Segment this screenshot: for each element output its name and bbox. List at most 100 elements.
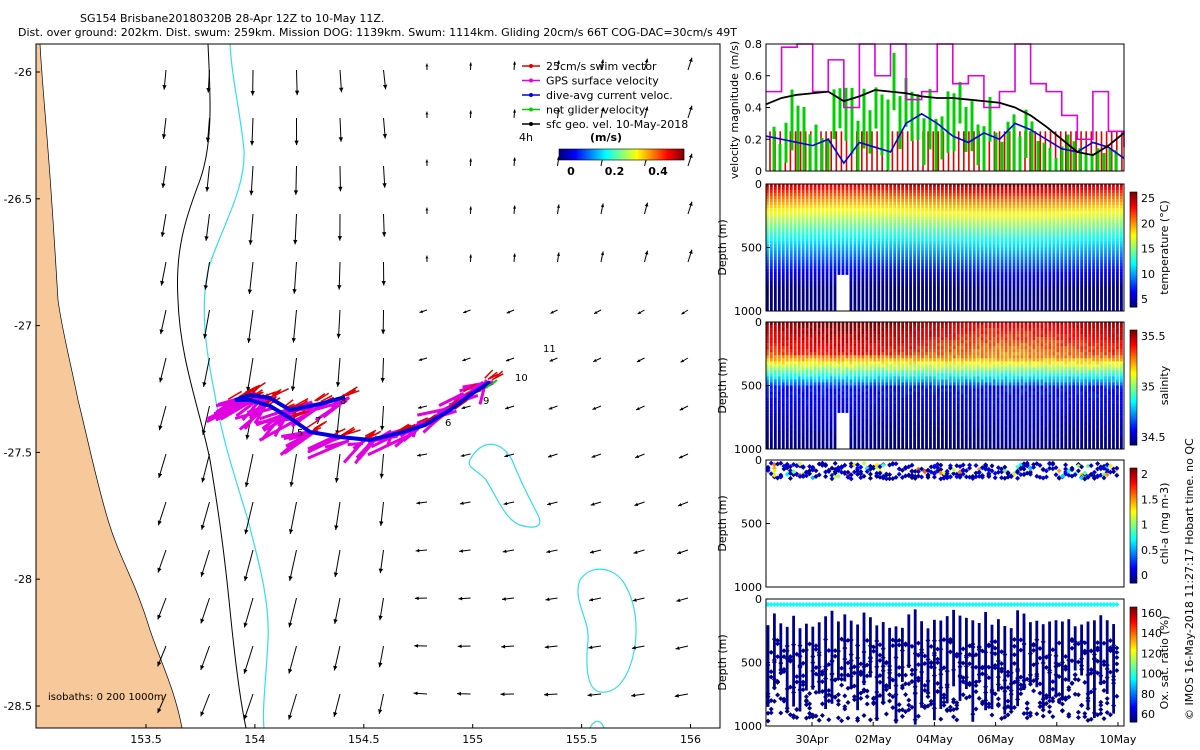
oxygen-sample-marker (1008, 709, 1014, 715)
oxygen-sample-marker (1056, 691, 1062, 697)
chl-sample-marker (967, 462, 973, 468)
oxygen-sample-marker (819, 602, 825, 607)
geo-velocity-arrowhead (337, 236, 343, 241)
oxygen-sample-marker (874, 716, 880, 722)
oxygen-sample-marker (775, 602, 781, 607)
geo-velocity-arrowhead (544, 692, 549, 697)
oxygen-sample-marker (944, 602, 950, 607)
oxygen-sample-marker (765, 694, 771, 700)
oxygen-sample-marker (810, 684, 816, 690)
oxygen-sample-marker (912, 602, 918, 607)
oxygen-sample-marker (928, 698, 934, 704)
legend-marker (529, 78, 533, 83)
velocity-y-tick-label: 0 (755, 165, 762, 178)
legend-label: 25cm/s swim vector (546, 60, 657, 73)
oxygen-sample-marker (1053, 602, 1059, 607)
geo-velocity-arrow (244, 501, 254, 535)
oxygen-sample-marker (899, 685, 905, 691)
oxygen-sample-marker (1111, 642, 1117, 648)
oxygen-sample-marker (1018, 647, 1024, 653)
oxygen-sample-marker (858, 672, 864, 678)
geo-velocity-arrowhead (378, 615, 383, 621)
oxygen-sample-marker (775, 654, 781, 660)
geo-velocity-arrowhead (205, 137, 211, 143)
oxygen-sample-marker (826, 717, 832, 723)
oxygen-sample-marker (797, 662, 803, 668)
oxygen-sample-marker (851, 694, 857, 700)
oxygen-sample-marker (768, 706, 774, 712)
oxygen-sample-marker (765, 602, 771, 607)
oxygen-sample-marker (871, 701, 877, 707)
chl-sample-marker (947, 474, 953, 480)
oxygen-sample-marker (1066, 711, 1072, 717)
oxygen-sample-marker (970, 711, 976, 717)
oxygen-sample-marker (855, 655, 861, 661)
oxygen-sample-marker (983, 672, 989, 678)
geo-velocity-arrowhead (291, 337, 296, 343)
geo-velocity-arrowhead (159, 329, 164, 335)
oxygen-sample-marker (765, 662, 771, 668)
geo-velocity-arrowhead (500, 692, 505, 697)
oxygen-sample-marker (1005, 698, 1011, 704)
oxygen-sample-marker (826, 648, 832, 654)
map-frame (35, 43, 721, 729)
oxygen-sample-marker (1098, 706, 1104, 712)
oxygen-sample-marker (967, 682, 973, 688)
oxygen-sample-marker (858, 602, 864, 607)
oxygen-sample-marker (960, 679, 966, 685)
geo-velocity-arrowhead (501, 644, 506, 649)
oxygen-sample-marker (823, 664, 829, 670)
oxygen-sample-marker (842, 704, 848, 710)
chl-sample-marker (855, 468, 861, 474)
oxygen-sample-marker (1095, 647, 1101, 653)
oxygen-sample-marker (810, 602, 816, 607)
oxygen-sample-marker (909, 704, 915, 710)
oxygen-sample-marker (880, 602, 886, 607)
chl-sample-marker (771, 462, 777, 468)
oxygen-sample-marker (1050, 686, 1056, 692)
geo-velocity-arrowhead (469, 110, 473, 114)
oxygen-sample-marker (765, 710, 771, 716)
oxygen-sample-marker (1111, 673, 1117, 679)
chl-sample-marker (1056, 468, 1062, 474)
oxygen-sample-marker (771, 685, 777, 691)
geo-velocity-arrow (289, 549, 297, 581)
oxygen-sample-marker (986, 643, 992, 649)
swim-vector (293, 410, 306, 419)
geo-velocity-arrowhead (680, 359, 685, 363)
oxygen-sample-marker (823, 688, 829, 694)
depth-y-axis-label: Depth (m) (716, 495, 729, 551)
oxygen-sample-marker (1024, 701, 1030, 707)
geo-velocity-arrowhead (549, 358, 554, 362)
geo-velocity-arrowhead (674, 693, 679, 698)
colorbar-tick-label: 0.5 (1141, 544, 1159, 557)
velocity-y-tick-label: 0.8 (745, 38, 763, 51)
geo-velocity-arrowhead (600, 59, 605, 64)
chl-sample-marker (963, 474, 969, 480)
oxygen-sample-marker (1101, 662, 1107, 668)
oxygen-sample-marker (995, 658, 1001, 664)
oxygen-sample-marker (979, 665, 985, 671)
oxygen-sample-marker (992, 651, 998, 657)
oxygen-sample-marker (1101, 640, 1107, 646)
geo-velocity-arrowhead (506, 310, 511, 314)
oxygen-sample-marker (1069, 602, 1075, 607)
chl-sample-marker (1091, 469, 1097, 475)
map-y-tick-label: -28.5 (4, 700, 32, 713)
oxygen-sample-marker (922, 661, 928, 667)
velocity-y-tick-label: 0.4 (745, 102, 763, 115)
chl-sample-marker (1101, 471, 1107, 477)
oxygen-sample-marker (1107, 602, 1113, 607)
chl-sample-marker (947, 463, 953, 469)
oxygen-sample-marker (919, 602, 925, 607)
oxygen-sample-marker (1066, 694, 1072, 700)
oxygen-sample-marker (803, 694, 809, 700)
oxygen-sample-marker (877, 693, 883, 699)
geo-velocity-arrowhead (505, 406, 509, 410)
oxygen-sample-marker (1098, 602, 1104, 607)
oxygen-sample-marker (919, 650, 925, 656)
oxygen-sample-marker (1024, 676, 1030, 682)
oxygen-sample-marker (947, 704, 953, 710)
oxygen-sample-marker (912, 717, 918, 723)
